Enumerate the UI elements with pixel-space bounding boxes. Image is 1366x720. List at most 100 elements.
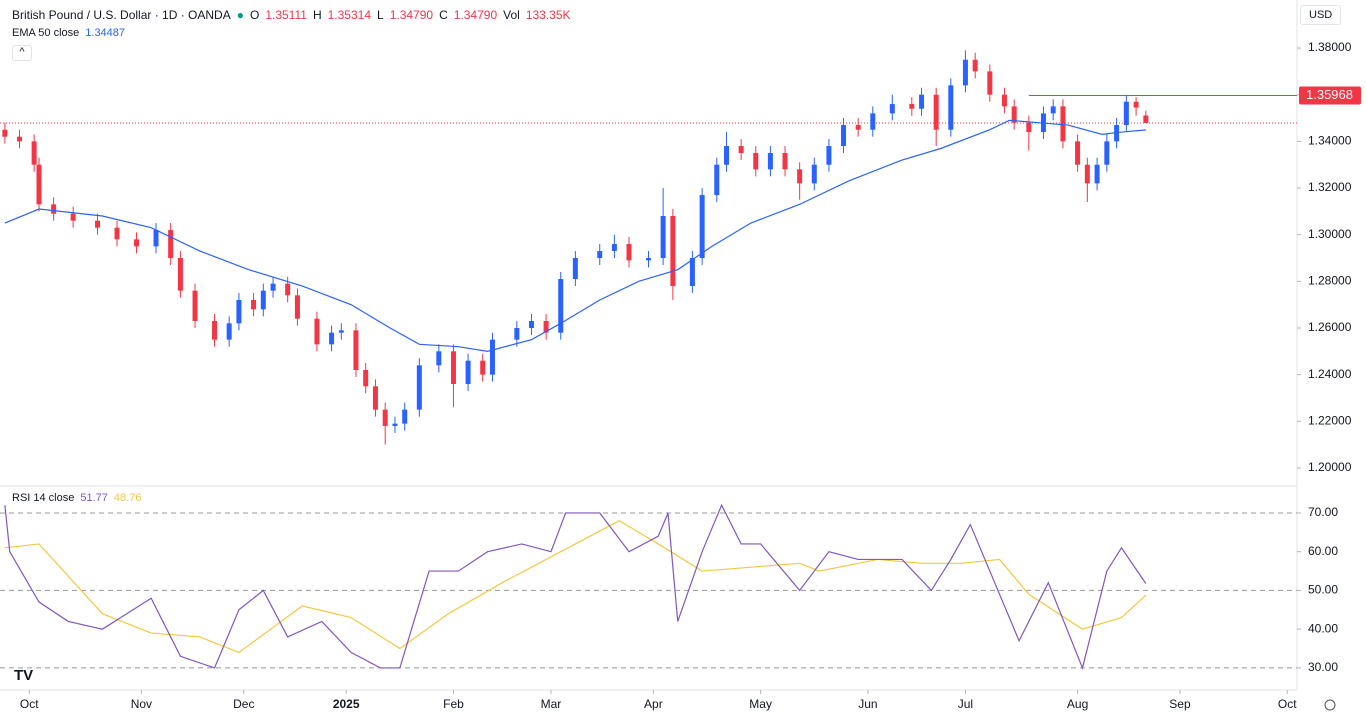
candle-body xyxy=(987,71,993,95)
candle-body xyxy=(797,169,803,184)
candle-body xyxy=(1060,106,1066,142)
candle-body xyxy=(260,290,266,310)
candle-body xyxy=(192,290,198,322)
candle-body xyxy=(416,365,422,410)
candle-body xyxy=(1143,115,1149,123)
rsi-ma-value: 48.76 xyxy=(113,492,142,504)
candle-body xyxy=(95,220,101,228)
x-tick-label: Jun xyxy=(858,697,877,711)
candle-body xyxy=(70,213,76,221)
candle-body xyxy=(1094,164,1100,184)
candle-body xyxy=(962,59,968,86)
candle-body xyxy=(1011,106,1017,123)
candle-body xyxy=(392,423,398,426)
candle-body xyxy=(177,258,183,291)
ema-label: EMA 50 close xyxy=(12,27,80,39)
ohlc-value: 1.35314 xyxy=(327,8,371,22)
candle-body xyxy=(1104,141,1110,165)
status-dot: ● xyxy=(236,8,244,22)
candle-body xyxy=(1084,164,1090,184)
candle-body xyxy=(51,204,57,214)
candle-body xyxy=(114,227,120,240)
candle-body xyxy=(826,146,832,165)
rsi-tick-label: 30.00 xyxy=(1308,660,1338,674)
rsi-tick-label: 50.00 xyxy=(1308,583,1338,597)
x-tick-label: May xyxy=(749,697,772,711)
y-tick-label: 1.28000 xyxy=(1308,274,1352,288)
candle-body xyxy=(17,136,23,142)
candle-body xyxy=(168,230,174,259)
candle-body xyxy=(889,104,895,114)
candle-body xyxy=(738,146,744,154)
ema-legend: EMA 50 close 1.34487 xyxy=(12,27,125,39)
candle-body xyxy=(611,244,617,252)
rsi-ma-line xyxy=(4,520,1147,654)
candle-body xyxy=(753,153,759,170)
ohlc-value: 1.34790 xyxy=(389,8,434,22)
candle-body xyxy=(436,351,442,366)
candle-body xyxy=(972,59,978,72)
candle-body xyxy=(660,216,666,259)
candle-body xyxy=(714,164,720,196)
y-tick-label: 1.30000 xyxy=(1308,227,1352,241)
candle-body xyxy=(363,369,369,387)
ema-value: 1.34487 xyxy=(85,27,126,39)
candle-body xyxy=(855,125,861,130)
candle-body xyxy=(329,332,335,345)
y-tick-label: 1.38000 xyxy=(1308,40,1352,54)
candle-body xyxy=(480,360,486,375)
candle-body xyxy=(514,327,520,340)
logo: TV xyxy=(14,667,33,684)
rsi-tick-label: 60.00 xyxy=(1308,544,1338,558)
candle-body xyxy=(597,251,603,259)
candle-body xyxy=(811,164,817,184)
x-tick-label: Nov xyxy=(131,697,152,711)
candle-body xyxy=(450,351,456,384)
currency-button[interactable]: USD xyxy=(1300,5,1342,25)
candle-body xyxy=(1001,94,1007,107)
candle-body xyxy=(689,258,695,287)
candle-body xyxy=(919,94,925,109)
rsi-tick-label: 40.00 xyxy=(1308,621,1338,635)
candle-body xyxy=(372,386,378,410)
rsi-tick-label: 70.00 xyxy=(1308,505,1338,519)
x-tick-label: Aug xyxy=(1067,697,1088,711)
candle-body xyxy=(933,94,939,130)
candle-body xyxy=(1133,101,1139,108)
price-label-box xyxy=(1299,86,1361,105)
y-tick-label: 1.32000 xyxy=(1308,180,1352,194)
candle-body xyxy=(226,323,232,340)
price-label: 1.35968 xyxy=(1306,87,1353,102)
candle-body xyxy=(353,330,359,370)
collapse-button[interactable]: ^ xyxy=(12,45,32,61)
candle-body xyxy=(465,360,471,384)
ohlc-label: C xyxy=(439,8,448,22)
rsi-legend: RSI 14 close 51.77 48.76 xyxy=(12,492,141,504)
ohlc-label: L xyxy=(377,8,384,22)
settings-icon[interactable] xyxy=(1324,699,1336,711)
candle-body xyxy=(285,283,291,296)
candle-body xyxy=(2,129,8,137)
candle-body xyxy=(134,239,140,247)
ohlc-label: O xyxy=(249,8,260,22)
candle-body xyxy=(767,153,773,170)
x-tick-label: Jul xyxy=(958,697,973,711)
ema-line xyxy=(4,119,1146,352)
x-tick-label: Dec xyxy=(233,697,254,711)
candle-body xyxy=(948,85,954,130)
candle-body xyxy=(909,104,915,109)
x-tick-label: Oct xyxy=(20,697,39,711)
x-tick-label: Sep xyxy=(1169,697,1191,711)
legend-header: British Pound / U.S. Dollar · 1D · OANDA… xyxy=(12,8,571,22)
candle-body xyxy=(870,113,876,130)
ohlc-value: 1.34790 xyxy=(453,8,498,22)
candle-body xyxy=(1026,122,1032,133)
y-tick-label: 1.22000 xyxy=(1308,413,1352,427)
candle-body xyxy=(338,330,344,333)
x-tick-label: Oct xyxy=(1278,697,1297,711)
candle-body xyxy=(1075,141,1081,165)
candle-body xyxy=(1050,106,1056,114)
candle-body xyxy=(572,258,578,280)
